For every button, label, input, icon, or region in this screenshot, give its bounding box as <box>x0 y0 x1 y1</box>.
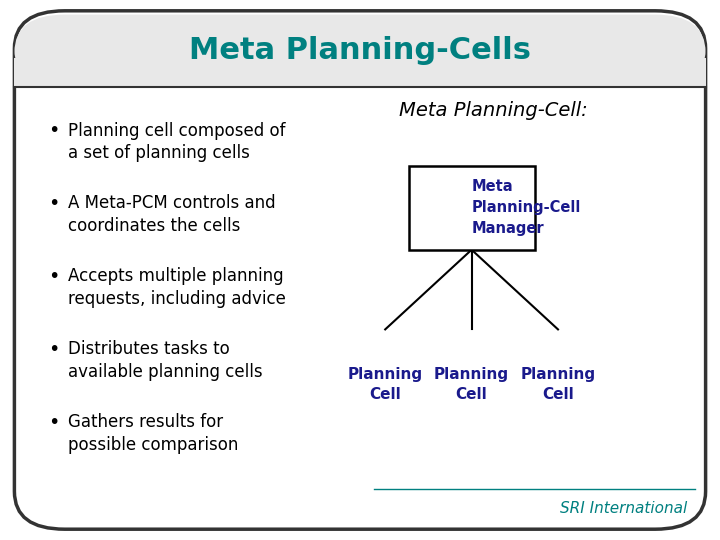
Text: •: • <box>48 340 60 359</box>
Text: Planning cell composed of
a set of planning cells: Planning cell composed of a set of plann… <box>68 122 286 163</box>
Text: Accepts multiple planning
requests, including advice: Accepts multiple planning requests, incl… <box>68 267 287 308</box>
Text: Meta Planning-Cell:: Meta Planning-Cell: <box>399 101 588 120</box>
Text: •: • <box>48 267 60 286</box>
Text: Planning
Cell: Planning Cell <box>521 367 595 402</box>
Text: •: • <box>48 413 60 432</box>
Text: •: • <box>48 122 60 140</box>
Text: Gathers results for
possible comparison: Gathers results for possible comparison <box>68 413 239 454</box>
Text: Planning
Cell: Planning Cell <box>348 367 423 402</box>
Text: Meta
Planning-Cell
Manager: Meta Planning-Cell Manager <box>472 179 581 237</box>
Text: •: • <box>48 194 60 213</box>
FancyBboxPatch shape <box>14 15 706 87</box>
Text: Meta Planning-Cells: Meta Planning-Cells <box>189 36 531 65</box>
Text: SRI International: SRI International <box>560 501 688 516</box>
Text: Distributes tasks to
available planning cells: Distributes tasks to available planning … <box>68 340 263 381</box>
Bar <box>14 58 706 87</box>
FancyBboxPatch shape <box>14 11 706 529</box>
Text: Planning
Cell: Planning Cell <box>434 367 509 402</box>
Text: A Meta-PCM controls and
coordinates the cells: A Meta-PCM controls and coordinates the … <box>68 194 276 235</box>
Bar <box>409 166 534 249</box>
